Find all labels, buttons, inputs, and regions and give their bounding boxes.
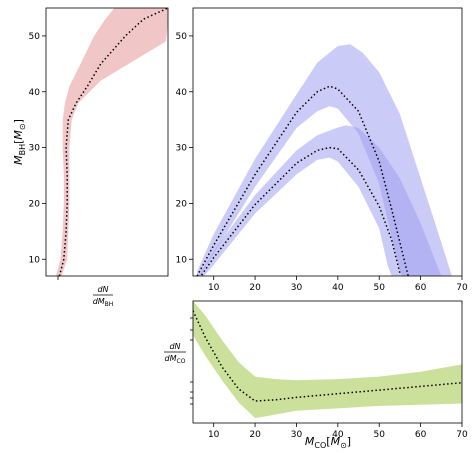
main-y-tick-label: 20 [176,199,188,209]
bottom-y-minor-ticks [190,317,193,405]
left-y-tick-label: 40 [29,88,41,98]
bottom-y-label: dN dMCO [164,342,186,365]
bottom-x-tick-label: 50 [374,430,386,440]
main-y-tick-label: 10 [176,255,188,265]
bottom-confidence-band [193,301,462,419]
main-y-ticks: 10 20 30 40 50 [176,32,193,265]
main-x-tick-label: 30 [291,283,303,293]
left-y-tick-label: 30 [29,144,41,154]
svg-text:dN: dN [169,342,180,351]
svg-text:MCO[M⊙]: MCO[M⊙] [305,435,351,450]
bottom-x-label: MCO[M⊙] [305,435,351,450]
left-panel: 10 20 30 40 50 dN dMBH MBH[M⊙] [12,7,169,308]
main-y-tick-label: 50 [176,32,188,42]
bottom-panel: 10 20 30 40 50 60 70 dN dMCO MCO[M⊙] [164,300,468,450]
main-x-tick-label: 70 [456,283,468,293]
main-band-2 [198,125,442,276]
main-median-2 [200,146,401,276]
main-panel: 10 20 30 40 50 60 70 10 20 30 40 50 [176,7,468,293]
svg-text:dN: dN [97,285,108,294]
main-x-tick-label: 20 [249,283,261,293]
main-axes-frame [192,7,463,277]
main-x-tick-label: 40 [332,283,344,293]
main-x-tick-label: 10 [208,283,220,293]
left-y-ticks: 10 20 30 40 50 [29,32,46,265]
bottom-x-tick-label: 30 [291,430,303,440]
main-x-tick-label: 50 [374,283,386,293]
bottom-x-tick-label: 40 [332,430,344,440]
left-axes-frame [45,7,169,277]
left-y-tick-label: 10 [29,255,41,265]
main-y-tick-label: 40 [176,88,188,98]
main-x-ticks: 10 20 30 40 50 60 70 [208,276,468,293]
left-median-line [58,8,168,276]
bottom-x-tick-label: 10 [208,430,220,440]
svg-text:dMBH: dMBH [93,297,114,308]
bottom-axes-frame [192,300,463,424]
bottom-x-tick-label: 70 [456,430,468,440]
main-y-tick-label: 30 [176,144,188,154]
left-x-label: dN dMBH [93,285,114,308]
bottom-x-tick-label: 20 [249,430,261,440]
left-y-tick-label: 50 [29,32,41,42]
svg-text:dMCO: dMCO [165,354,186,365]
left-confidence-band [56,8,168,276]
bottom-x-ticks: 10 20 30 40 50 60 70 [208,423,468,440]
left-y-tick-label: 20 [29,199,41,209]
bottom-x-tick-label: 60 [415,430,427,440]
svg-text:MBH[M⊙]: MBH[M⊙] [12,119,27,165]
main-x-tick-label: 60 [415,283,427,293]
left-y-label: MBH[M⊙] [12,119,27,165]
